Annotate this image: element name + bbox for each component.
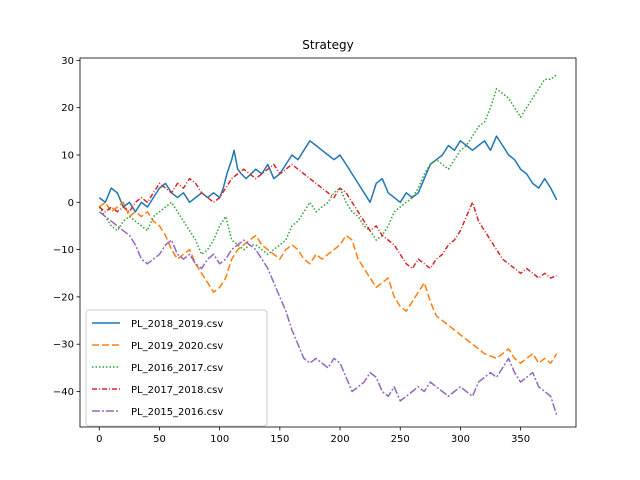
y-tick-label: −20 [53, 292, 74, 303]
legend-label-2: PL_2019_2020.csv [131, 341, 223, 352]
legend-label-5: PL_2015_2016.csv [131, 407, 223, 418]
y-tick-label: 20 [61, 103, 74, 114]
x-tick-label: 250 [391, 434, 410, 445]
legend-label-3: PL_2016_2017.csv [131, 363, 223, 374]
x-tick-label: 0 [96, 434, 102, 445]
y-tick-label: −40 [53, 387, 74, 398]
x-tick-label: 200 [330, 434, 349, 445]
y-tick-label: −10 [53, 245, 74, 256]
series-line-3 [98, 74, 558, 256]
x-tick-label: 350 [511, 434, 530, 445]
legend-label-1: PL_2018_2019.csv [131, 319, 223, 330]
series-line-5 [98, 211, 558, 416]
series-line-1 [98, 135, 558, 213]
chart-title: Strategy [302, 38, 353, 52]
plot-area [79, 57, 577, 428]
x-tick-label: 100 [210, 434, 229, 445]
legend-box [85, 309, 268, 427]
x-axis: 0 50 100 150 200 250 300 350 [96, 427, 530, 445]
series-line-2 [98, 201, 558, 364]
x-tick-label: 50 [153, 434, 166, 445]
x-tick-label: 300 [451, 434, 470, 445]
y-tick-label: 0 [68, 198, 74, 209]
y-tick-label: 30 [61, 56, 74, 67]
legend: PL_2018_2019.csv PL_2019_2020.csv PL_2016_… [85, 309, 268, 427]
x-tick-label: 150 [270, 434, 289, 445]
y-axis: −40 −30 −20 −10 0 10 20 30 [53, 56, 80, 398]
series-line-4 [98, 163, 557, 279]
legend-label-4: PL_2017_2018.csv [131, 385, 223, 396]
y-tick-label: −30 [53, 340, 74, 351]
y-tick-label: 10 [61, 150, 74, 161]
axes-frame [79, 57, 577, 428]
